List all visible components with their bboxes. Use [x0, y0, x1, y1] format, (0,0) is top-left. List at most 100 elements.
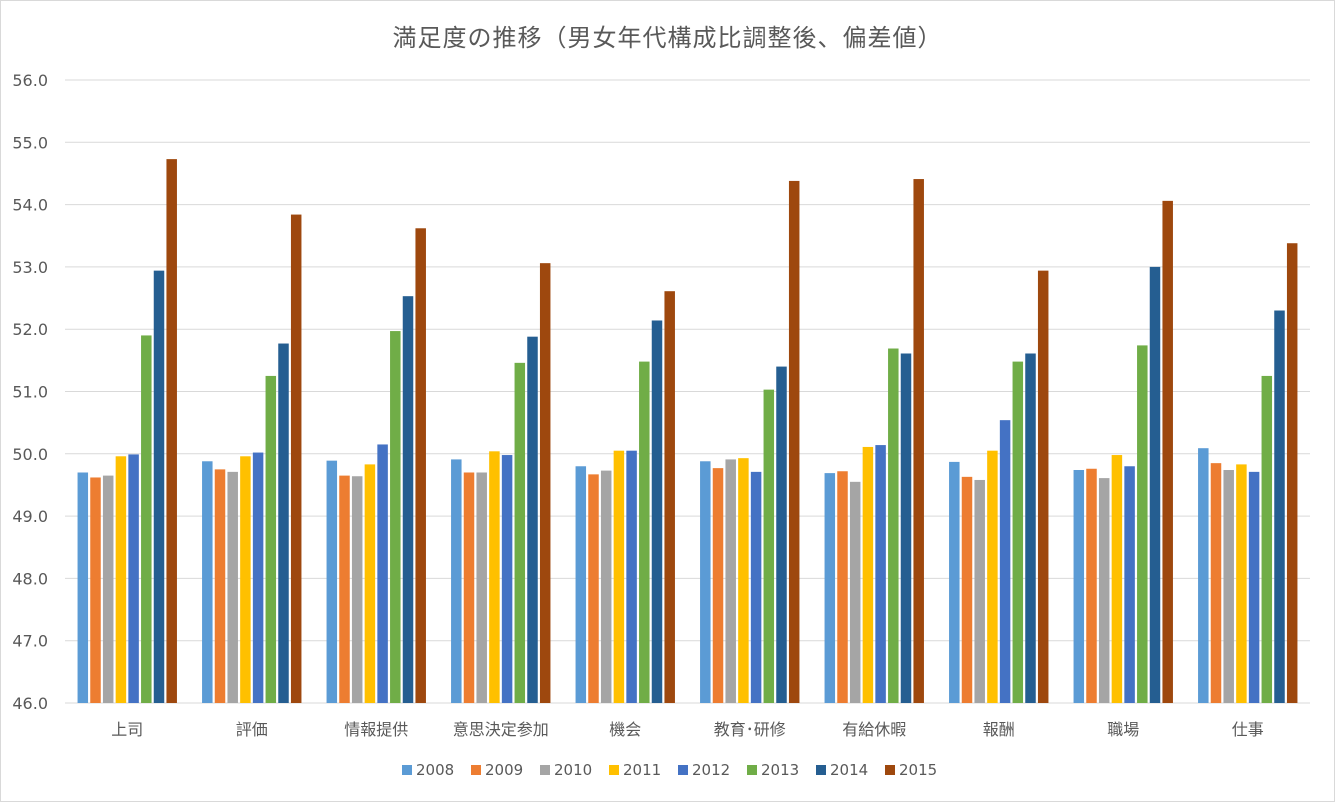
bar-2011 [987, 450, 998, 703]
bar-2013 [1261, 375, 1273, 703]
bar-2011 [1236, 464, 1247, 703]
bar-2014 [651, 320, 663, 703]
bar-2008 [824, 473, 836, 703]
bar-2013 [763, 389, 775, 703]
y-tick-label: 52.0 [12, 320, 48, 339]
bar-2014 [278, 343, 289, 703]
bar-2012 [252, 452, 264, 703]
bar-2015 [539, 263, 551, 703]
bar-2013 [265, 375, 277, 703]
bar-2008 [575, 466, 587, 703]
bar-2009 [712, 468, 724, 703]
y-tick-label: 49.0 [12, 507, 48, 526]
legend-label: 2014 [830, 761, 868, 779]
bar-2011 [240, 456, 251, 703]
bar-2015 [913, 179, 924, 703]
legend-swatch-2008 [402, 765, 412, 775]
bar-2013 [141, 335, 152, 703]
bar-2014 [900, 353, 912, 703]
x-category-label: 機会 [609, 720, 641, 739]
x-category-label: 報酬 [983, 720, 1015, 739]
bar-2015 [290, 214, 302, 703]
legend-label: 2013 [761, 761, 799, 779]
bar-2010 [600, 470, 612, 703]
legend-swatch-2010 [540, 765, 550, 775]
bar-2010 [476, 472, 487, 703]
bar-2009 [1086, 468, 1097, 703]
x-category-label: 上司 [111, 720, 143, 739]
bar-2011 [489, 451, 500, 703]
bar-2008 [1198, 448, 1209, 703]
chart-title: 満足度の推移（男女年代構成比調整後、偏差値） [392, 24, 943, 52]
bar-2014 [1025, 353, 1036, 703]
bar-2009 [463, 472, 475, 703]
x-axis-labels: 上司 評価 情報提供 意思決定参加 機会 教育･研修 有給休暇 報酬 職場 仕事 [111, 720, 1264, 739]
bar-2012 [501, 455, 513, 703]
bar-2009 [214, 469, 226, 703]
bar-2008 [202, 461, 213, 703]
legend-swatch-2014 [816, 765, 826, 775]
legend-swatch-2009 [471, 765, 481, 775]
bar-2009 [1210, 463, 1222, 703]
bar-2012 [875, 445, 886, 703]
gridlines [65, 79, 1310, 704]
legend-label: 2012 [692, 761, 730, 779]
x-category-label: 仕事 [1232, 720, 1264, 739]
bar-2011 [115, 456, 127, 703]
bar-2011 [862, 446, 874, 703]
legend-label: 2009 [485, 761, 523, 779]
legend-swatch-2015 [885, 765, 895, 775]
bar-2013 [639, 361, 650, 703]
bar-2012 [1124, 466, 1135, 703]
bars [77, 159, 1298, 704]
bar-2012 [128, 454, 139, 703]
bar-2008 [77, 472, 89, 703]
legend-swatch-2013 [747, 765, 757, 775]
bar-2013 [1012, 361, 1024, 703]
bar-2008 [451, 459, 462, 703]
bar-2015 [166, 159, 177, 704]
y-tick-label: 55.0 [12, 133, 48, 152]
bar-2015 [1037, 270, 1049, 703]
bar-2014 [402, 296, 414, 703]
y-tick-label: 50.0 [12, 445, 48, 464]
legend-swatch-2011 [609, 765, 619, 775]
bar-2013 [514, 362, 526, 703]
bar-2011 [738, 458, 749, 703]
bar-2008 [1073, 469, 1085, 703]
bar-2008 [949, 461, 960, 703]
legend-label: 2011 [623, 761, 661, 779]
bar-2010 [849, 481, 861, 703]
y-tick-label: 46.0 [12, 694, 48, 713]
bar-2012 [377, 444, 388, 703]
bar-2012 [1248, 471, 1260, 703]
bar-2010 [1098, 478, 1110, 703]
legend-label: 2015 [899, 761, 937, 779]
bar-2015 [788, 180, 800, 703]
bar-2013 [390, 331, 401, 703]
legend: 2008 2009 2010 2011 2012 2013 2014 2015 [402, 761, 937, 779]
bar-2015 [1162, 200, 1173, 703]
bar-2014 [776, 366, 787, 703]
x-category-label: 意思決定参加 [453, 720, 549, 739]
bar-2009 [588, 474, 599, 703]
legend-swatch-2012 [678, 765, 688, 775]
bar-2012 [750, 471, 762, 703]
x-category-label: 情報提供 [344, 720, 408, 739]
y-tick-label: 51.0 [12, 383, 48, 402]
bar-2013 [1137, 345, 1148, 703]
bar-2015 [415, 228, 426, 704]
bar-2010 [1223, 469, 1234, 703]
y-axis-ticks: 46.0 47.0 48.0 49.0 50.0 51.0 52.0 53.0 54.0 55.0… [12, 71, 48, 713]
x-category-label: 評価 [236, 720, 268, 739]
bar-2009 [837, 471, 848, 703]
bar-2011 [364, 464, 376, 703]
y-tick-label: 48.0 [12, 569, 48, 588]
legend-label: 2008 [416, 761, 454, 779]
bar-2015 [1286, 243, 1298, 703]
bar-2008 [326, 460, 338, 703]
bar-2011 [613, 450, 625, 703]
y-tick-label: 53.0 [12, 258, 48, 277]
bar-2012 [999, 420, 1011, 703]
